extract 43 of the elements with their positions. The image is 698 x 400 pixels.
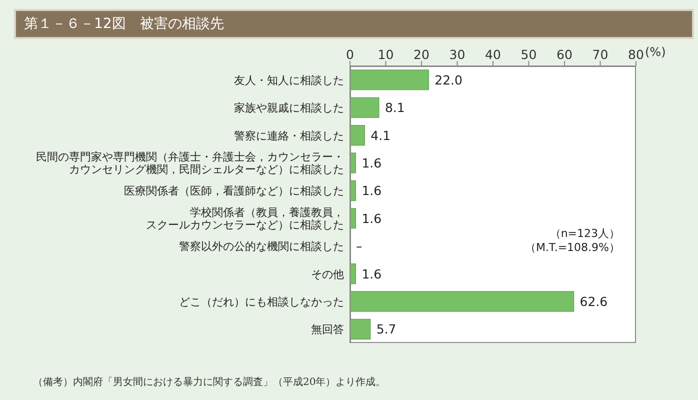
data-label: 1.6 <box>362 183 382 198</box>
x-tick-label: 10 <box>378 47 394 62</box>
y-tick-label: 警察に連絡・相談した <box>234 128 344 142</box>
annotation: （M.T.=108.9%） <box>524 241 620 255</box>
data-label: 1.6 <box>362 210 382 226</box>
data-label: 5.7 <box>376 322 396 337</box>
annotation: （n=123人） <box>550 227 620 241</box>
x-tick-label: 20 <box>414 47 430 62</box>
bar <box>350 208 356 229</box>
x-tick-label: 0 <box>346 47 354 62</box>
text: 第１－６－12図 被害の相談先 <box>14 9 694 39</box>
x-axis-title: (%) <box>645 45 666 59</box>
y-tick-label: どこ（だれ）にも相談しなかった <box>179 294 344 308</box>
y-tick-label: 警察以外の公的な機関に相談した <box>179 240 344 253</box>
bar <box>350 291 574 312</box>
x-tick-label: 40 <box>485 47 501 62</box>
y-tick-label: その他 <box>311 267 344 280</box>
bar <box>350 152 356 174</box>
x-tick-label: 50 <box>520 47 537 62</box>
x-tick-label: 30 <box>449 47 466 62</box>
data-label: 8.1 <box>384 100 405 116</box>
x-tick-label: 70 <box>592 47 608 62</box>
data-label: 1.6 <box>362 155 382 170</box>
y-tick-label: 友人・知人に相談した <box>234 73 344 86</box>
data-label: 22.0 <box>434 72 463 88</box>
bar <box>350 97 380 118</box>
y-tick-label: 学校関係者（教員，養護教員，スクールカウンセラーなど）に相談した <box>146 206 344 232</box>
bar <box>350 180 356 201</box>
y-tick-label: 民間の専門家や専門機関（弁護士・弁護士会，カウンセラー・カウンセリング機関，民間シェルターなど）に相談した <box>36 150 344 176</box>
x-tick-label: 60 <box>556 47 572 62</box>
y-tick-label: 家族や親戚に相談した <box>234 101 344 114</box>
bar <box>350 70 429 90</box>
data-label: 62.6 <box>580 294 608 309</box>
bar <box>350 318 371 340</box>
x-tick-label: 80 <box>628 47 644 62</box>
data-label: – <box>356 238 362 254</box>
bar <box>350 263 356 284</box>
text: （備考）内閣府「男女間における暴力に関する調査」（平成20年）より作成。 <box>33 376 386 389</box>
data-label: 1.6 <box>362 266 382 282</box>
y-tick-label: 無回答 <box>311 322 344 336</box>
y-tick-label: 医療関係者（医師，看護師など）に相談した <box>124 184 344 198</box>
bar <box>350 124 365 146</box>
data-label: 4.1 <box>370 128 391 143</box>
